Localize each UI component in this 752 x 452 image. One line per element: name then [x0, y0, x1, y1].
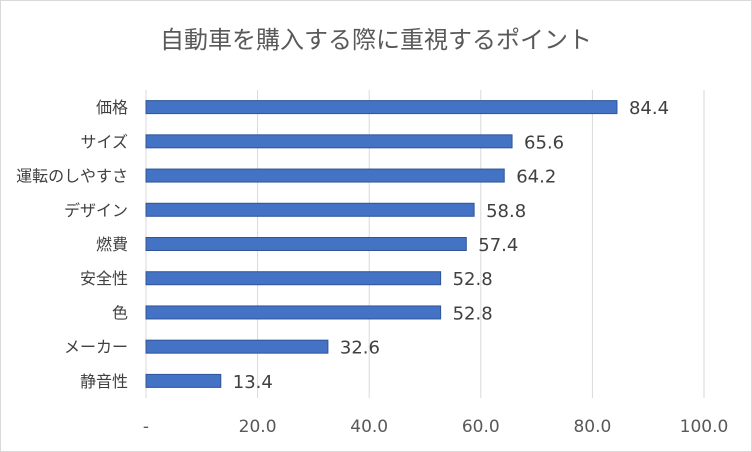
value-labels: 84.4 65.6 64.2 58.8 57.4 52.8 52.8 32.6 13.4 — [233, 98, 669, 393]
data-label: 13.4 — [233, 372, 273, 393]
bars — [145, 100, 618, 388]
data-label: 32.6 — [340, 338, 380, 359]
category-label: 静音性 — [80, 372, 128, 391]
bar — [145, 134, 513, 149]
category-label: メーカー — [64, 338, 128, 357]
x-tick-label: 100.0 — [680, 417, 729, 437]
x-tick-label: 80.0 — [573, 417, 611, 437]
data-label: 57.4 — [478, 235, 518, 256]
x-tick-labels: - 20.0 40.0 60.0 80.0 100.0 — [143, 417, 728, 437]
bar — [145, 373, 222, 388]
data-label: 84.4 — [629, 98, 669, 119]
bar — [145, 237, 467, 251]
category-label: 安全性 — [80, 269, 128, 288]
x-tick-label: 40.0 — [350, 417, 388, 437]
x-tick-label: 60.0 — [462, 417, 500, 437]
category-label: デザイン — [64, 201, 128, 220]
chart-title: 自動車を購入する際に重視するポイント — [160, 26, 592, 54]
category-label: 燃費 — [96, 235, 128, 254]
category-label: サイズ — [80, 132, 128, 151]
bar — [145, 305, 442, 320]
category-label: 価格 — [96, 98, 128, 117]
data-label: 64.2 — [516, 167, 556, 188]
data-label: 58.8 — [486, 201, 526, 222]
bar — [145, 202, 475, 217]
data-label: 52.8 — [453, 269, 493, 290]
x-tick-label: 20.0 — [239, 417, 277, 437]
category-label: 運転のしやすさ — [16, 167, 128, 186]
data-label: 52.8 — [453, 303, 493, 324]
category-label: 色 — [112, 303, 128, 322]
bar — [145, 100, 618, 115]
bar — [145, 168, 505, 183]
x-tick-label: - — [143, 417, 149, 437]
bar — [145, 339, 329, 354]
data-label: 65.6 — [524, 132, 564, 153]
bar — [145, 271, 442, 286]
